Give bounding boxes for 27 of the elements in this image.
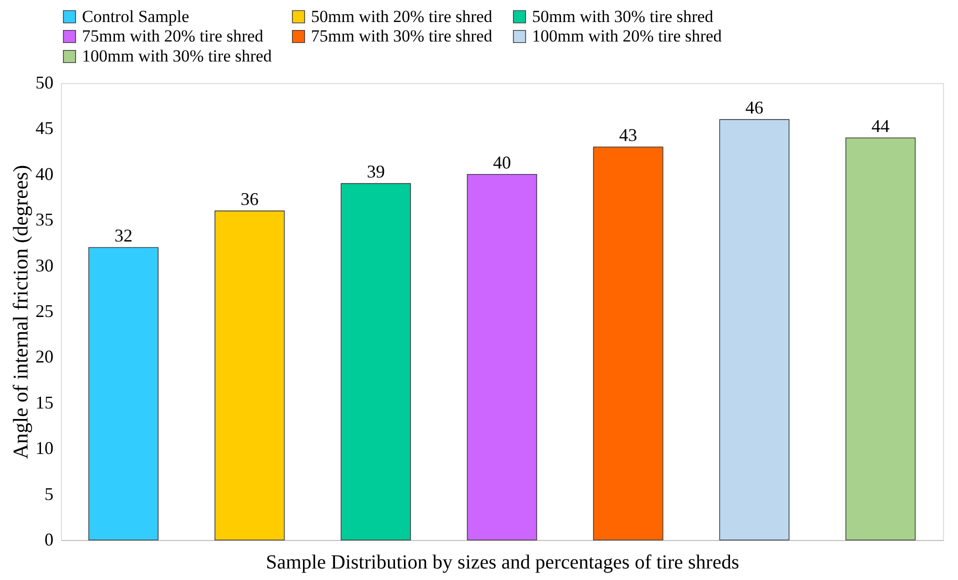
x-axis-title: Sample Distribution by sizes and percentages of tire shreds [266, 552, 740, 574]
data-label: 46 [745, 98, 764, 118]
y-tick-label: 30 [36, 255, 54, 276]
data-label: 39 [366, 162, 385, 182]
data-label: 32 [114, 226, 132, 246]
data-label: 43 [619, 124, 638, 145]
y-tick-label: 0 [44, 530, 54, 550]
y-tick-label: 5 [44, 484, 54, 504]
data-label: 36 [240, 188, 259, 209]
legend-label: Control Sample [82, 6, 190, 26]
y-tick-label: 25 [36, 301, 54, 321]
y-tick-label: 15 [36, 392, 54, 412]
y-tick-label: 35 [36, 210, 54, 230]
legend-label: 50mm with 30% tire shred [532, 6, 714, 26]
data-label: 40 [493, 152, 511, 172]
y-tick-label: 45 [36, 118, 54, 138]
legend-label: 75mm with 20% tire shred [82, 26, 264, 46]
legend-label: 100mm with 30% tire shred [82, 46, 272, 66]
data-label: 44 [872, 116, 890, 136]
y-tick-label: 10 [36, 438, 54, 458]
y-tick-label: 20 [36, 346, 54, 367]
y-axis-title: Angle of internal friction (degrees) [8, 165, 32, 459]
y-tick-label: 50 [36, 72, 54, 92]
legend-label: 50mm with 20% tire shred [311, 6, 493, 26]
legend-label: 100mm with 20% tire shred [532, 26, 722, 46]
y-tick-label: 40 [36, 164, 54, 184]
legend-label: 75mm with 30% tire shred [311, 26, 493, 46]
